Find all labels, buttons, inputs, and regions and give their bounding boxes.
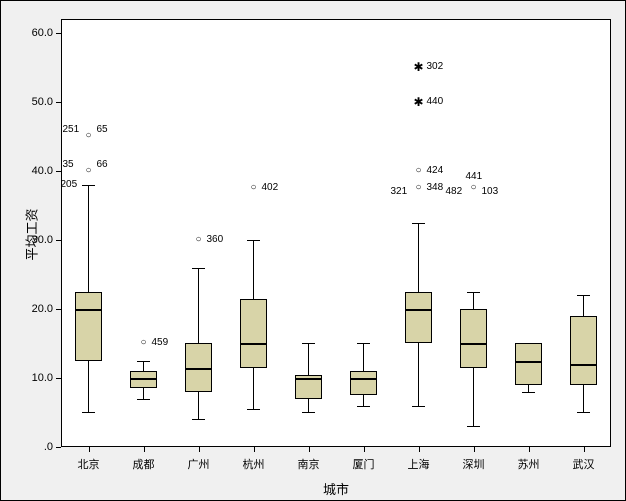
box bbox=[515, 343, 541, 384]
outlier-point: ○ bbox=[85, 131, 91, 141]
y-tick-label: 30.0 bbox=[23, 234, 53, 246]
outlier-label: 348 bbox=[427, 183, 444, 193]
outlier-label: 440 bbox=[427, 97, 444, 107]
box bbox=[75, 292, 101, 361]
outlier-point: ○ bbox=[415, 183, 421, 193]
outlier-label: 360 bbox=[207, 235, 224, 245]
outlier-point: ○ bbox=[415, 166, 421, 176]
outlier-label: 66 bbox=[97, 160, 108, 170]
x-tick-label: 北京 bbox=[69, 456, 109, 472]
x-tick-label: 广州 bbox=[179, 456, 219, 472]
y-tick-label: 50.0 bbox=[23, 96, 53, 108]
outlier-label: 205 bbox=[61, 180, 78, 190]
box bbox=[570, 316, 596, 385]
outlier-label: 321 bbox=[391, 187, 408, 197]
x-tick-label: 厦门 bbox=[344, 456, 384, 472]
box bbox=[350, 371, 376, 395]
box bbox=[460, 309, 486, 368]
x-tick-label: 苏州 bbox=[509, 456, 549, 472]
x-tick-label: 深圳 bbox=[454, 456, 494, 472]
outlier-extreme: ✱ bbox=[413, 96, 423, 108]
y-tick-label: 60.0 bbox=[23, 27, 53, 39]
outlier-label: 103 bbox=[482, 187, 499, 197]
y-tick-label: 20.0 bbox=[23, 303, 53, 315]
outlier-point: ○ bbox=[250, 183, 256, 193]
outlier-extreme: ✱ bbox=[413, 61, 423, 73]
outlier-label: 402 bbox=[262, 183, 279, 193]
outlier-label: 65 bbox=[97, 125, 108, 135]
x-tick-label: 上海 bbox=[399, 456, 439, 472]
x-tick-label: 杭州 bbox=[234, 456, 274, 472]
outlier-point: ○ bbox=[470, 183, 476, 193]
outlier-label: 441 bbox=[466, 172, 483, 182]
outlier-point: ○ bbox=[85, 166, 91, 176]
outlier-point: ○ bbox=[195, 235, 201, 245]
outlier-label: 459 bbox=[152, 338, 169, 348]
outlier-label: 424 bbox=[427, 166, 444, 176]
x-tick-label: 南京 bbox=[289, 456, 329, 472]
chart-container: 平均工资 城市 .010.020.030.040.050.060.0北京成都广州… bbox=[0, 0, 626, 501]
box bbox=[240, 299, 266, 368]
outlier-point: ○ bbox=[140, 338, 146, 348]
y-tick-label: .0 bbox=[23, 441, 53, 453]
box bbox=[405, 292, 431, 344]
x-tick-label: 武汉 bbox=[564, 456, 604, 472]
x-axis-label: 城市 bbox=[306, 479, 366, 498]
outlier-label: 251 bbox=[63, 125, 80, 135]
outlier-label: 302 bbox=[427, 62, 444, 72]
y-tick-label: 10.0 bbox=[23, 372, 53, 384]
outlier-label: 35 bbox=[63, 160, 74, 170]
x-tick-label: 成都 bbox=[124, 456, 164, 472]
outlier-label: 482 bbox=[446, 187, 463, 197]
y-tick-label: 40.0 bbox=[23, 165, 53, 177]
